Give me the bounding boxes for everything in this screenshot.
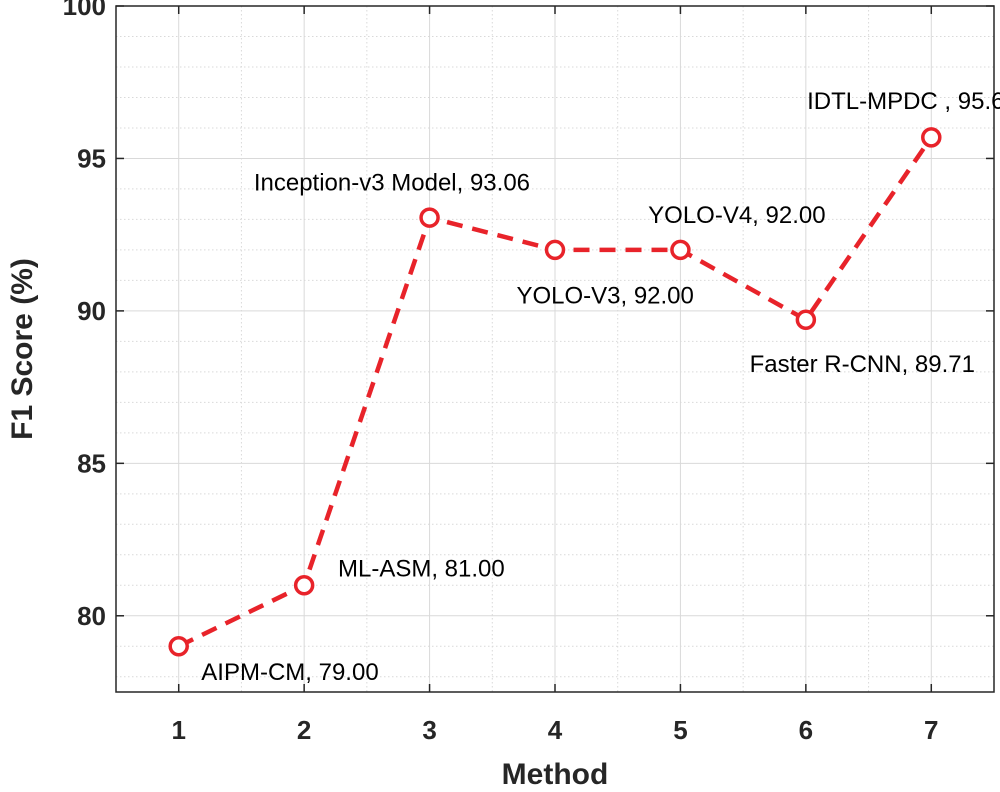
data-point: [670, 239, 691, 261]
data-label: ML-ASM, 81.00: [338, 556, 505, 583]
data-point: [168, 636, 189, 657]
x-tick-label: 3: [422, 715, 436, 745]
x-tick-label: 5: [673, 715, 687, 745]
data-label: YOLO-V3, 92.00: [516, 283, 693, 310]
x-axis-title: Method: [502, 758, 609, 791]
y-tick-label: 100: [63, 0, 106, 21]
data-point: [795, 309, 817, 330]
x-tick-label: 6: [799, 715, 813, 745]
axis-ticks: 80 85 90 95 100 1 2 3 4 5 6 7: [63, 0, 994, 745]
y-tick-label: 95: [77, 143, 106, 173]
data-point: [544, 239, 566, 261]
data-label: Faster R-CNN, 89.71: [750, 351, 975, 378]
x-tick-label: 1: [171, 715, 185, 745]
data-point: [419, 207, 440, 228]
y-tick-label: 80: [77, 601, 106, 631]
y-tick-label: 90: [77, 296, 106, 326]
x-tick-label: 4: [548, 715, 563, 745]
x-tick-label: 2: [297, 715, 311, 745]
data-label: IDTL-MPDC , 95.69: [807, 88, 1000, 115]
data-label: AIPM-CM, 79.00: [201, 659, 378, 686]
data-point: [293, 575, 315, 596]
data-label: Inception-v3 Model, 93.06: [254, 170, 530, 197]
data-point: [921, 127, 942, 148]
y-tick-label: 85: [77, 448, 106, 478]
x-tick-label: 7: [924, 715, 938, 745]
point-labels: AIPM-CM, 79.00 ML-ASM, 81.00 Inception-v3 …: [201, 88, 1000, 686]
y-axis-title: F1 Score (%): [6, 258, 39, 440]
series-layer: [168, 127, 942, 657]
data-label: YOLO-V4, 92.00: [648, 202, 825, 229]
